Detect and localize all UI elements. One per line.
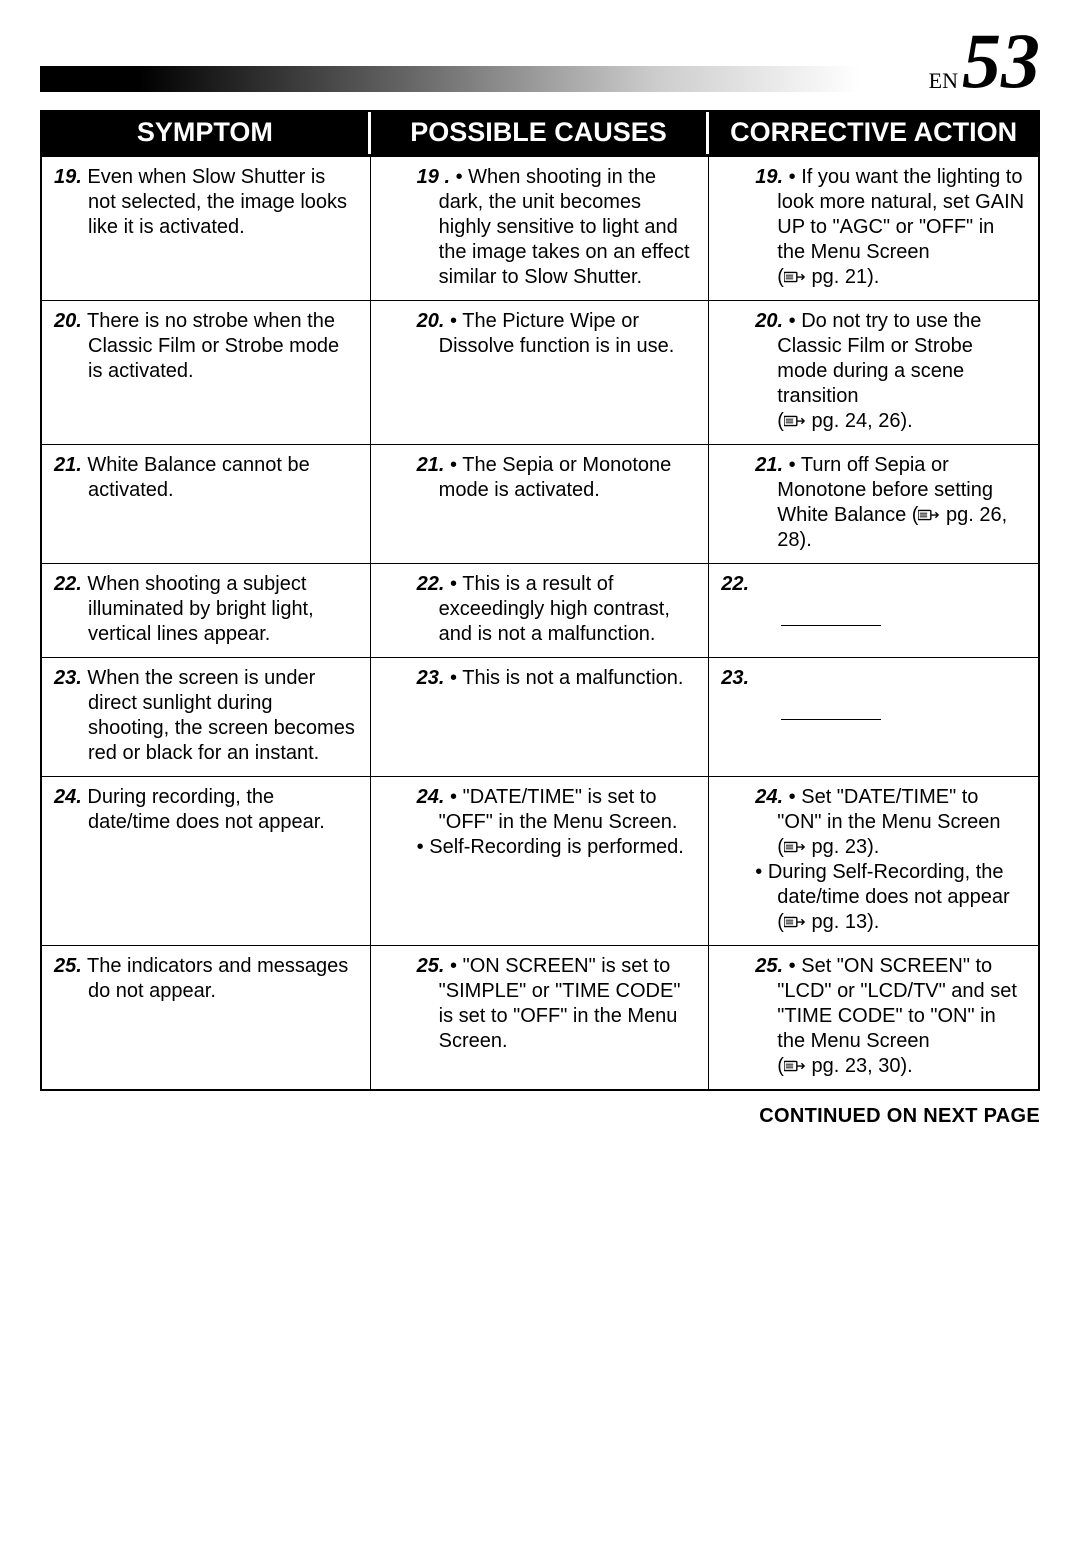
page-header: EN 53 (40, 30, 1040, 100)
header-action: CORRECTIVE ACTION (709, 112, 1038, 154)
table-header-row: SYMPTOM POSSIBLE CAUSES CORRECTIVE ACTIO… (42, 112, 1038, 156)
cause-cell: 24. • "DATE/TIME" is set to "OFF" in the… (371, 777, 710, 945)
action-cell: 23. (709, 658, 1038, 776)
table-row: 19. Even when Slow Shutter is not select… (42, 156, 1038, 300)
page-number: 53 (962, 22, 1040, 100)
page-ref-icon (784, 270, 806, 284)
blank-line (781, 625, 881, 626)
troubleshooting-table: SYMPTOM POSSIBLE CAUSES CORRECTIVE ACTIO… (40, 110, 1040, 1091)
action-cell: 24. • Set "DATE/TIME" to "ON" in the Men… (709, 777, 1038, 945)
cause-cell: 21. • The Sepia or Monotone mode is acti… (371, 445, 710, 563)
symptom-cell: 23. When the screen is under direct sunl… (42, 658, 371, 776)
table-row: 21. White Balance cannot be activated. 2… (42, 444, 1038, 563)
blank-line (781, 719, 881, 720)
symptom-cell: 20. There is no strobe when the Classic … (42, 301, 371, 444)
table-row: 25. The indicators and messages do not a… (42, 945, 1038, 1089)
header-gradient (40, 66, 860, 92)
page-ref-icon (784, 840, 806, 854)
action-cell: 22. (709, 564, 1038, 657)
table-row: 24. During recording, the date/time does… (42, 776, 1038, 945)
action-cell: 25. • Set "ON SCREEN" to "LCD" or "LCD/T… (709, 946, 1038, 1089)
symptom-cell: 19. Even when Slow Shutter is not select… (42, 157, 371, 300)
page-ref-icon (918, 508, 940, 522)
lang-label: EN (929, 68, 958, 94)
symptom-cell: 25. The indicators and messages do not a… (42, 946, 371, 1089)
action-cell: 21. • Turn off Sepia or Monotone before … (709, 445, 1038, 563)
cause-cell: 25. • "ON SCREEN" is set to "SIMPLE" or … (371, 946, 710, 1089)
cause-cell: 20. • The Picture Wipe or Dissolve funct… (371, 301, 710, 444)
page-ref-icon (784, 1059, 806, 1073)
table-row: 20. There is no strobe when the Classic … (42, 300, 1038, 444)
cause-cell: 23. • This is not a malfunction. (371, 658, 710, 776)
cause-cell: 19 . • When shooting in the dark, the un… (371, 157, 710, 300)
cause-cell: 22. • This is a result of exceedingly hi… (371, 564, 710, 657)
action-cell: 20. • Do not try to use the Classic Film… (709, 301, 1038, 444)
symptom-cell: 24. During recording, the date/time does… (42, 777, 371, 945)
page-ref-icon (784, 915, 806, 929)
header-symptom: SYMPTOM (42, 112, 371, 154)
table-row: 22. When shooting a subject illuminated … (42, 563, 1038, 657)
continued-label: CONTINUED ON NEXT PAGE (0, 1105, 1040, 1128)
page-ref-icon (784, 414, 806, 428)
table-row: 23. When the screen is under direct sunl… (42, 657, 1038, 776)
symptom-cell: 22. When shooting a subject illuminated … (42, 564, 371, 657)
action-cell: 19. • If you want the lighting to look m… (709, 157, 1038, 300)
symptom-cell: 21. White Balance cannot be activated. (42, 445, 371, 563)
header-causes: POSSIBLE CAUSES (371, 112, 710, 154)
